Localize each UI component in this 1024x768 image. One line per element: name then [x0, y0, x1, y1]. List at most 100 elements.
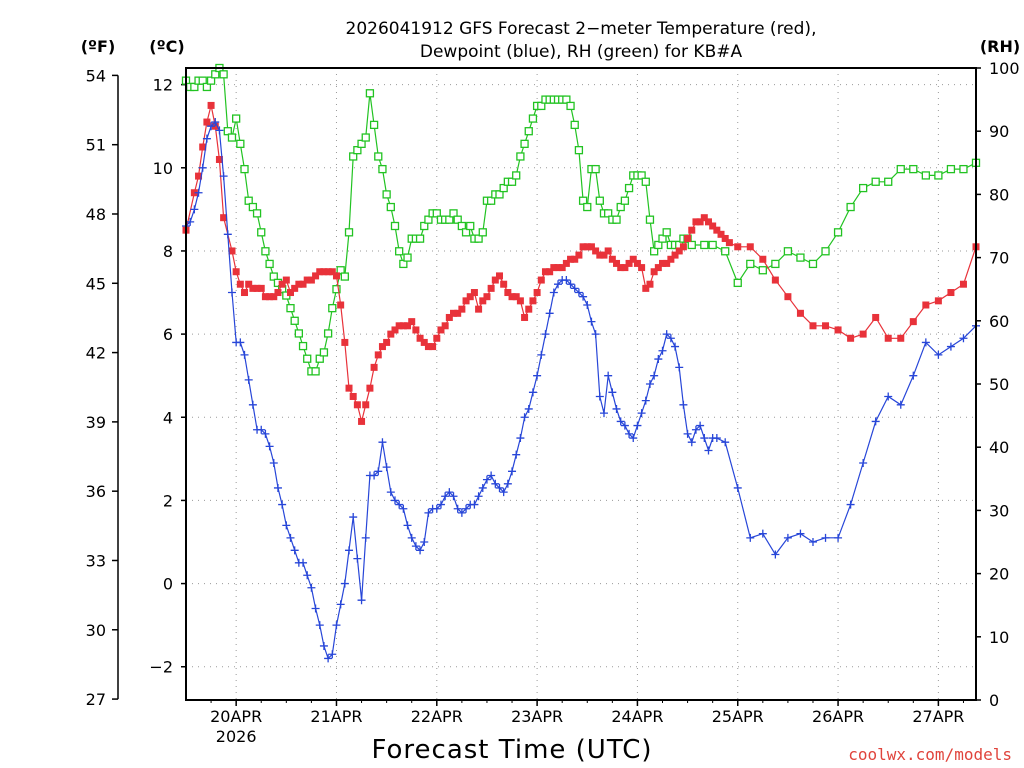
temperature-point	[675, 247, 683, 255]
rh-point	[871, 177, 880, 186]
rh-point	[641, 177, 650, 186]
temperature-point	[847, 334, 855, 342]
temperature-point	[291, 284, 299, 292]
rh-point	[645, 215, 655, 224]
rh-point	[453, 215, 462, 224]
temperature-point	[692, 218, 700, 226]
temperature-point	[558, 264, 566, 272]
rh-point	[311, 367, 320, 376]
celsius-tick-label: 10	[153, 159, 173, 178]
rh-point	[758, 266, 767, 275]
dewpoint-point	[495, 483, 504, 492]
axes: 27 30 33 36 39 42 45 48 51 54 −2 0 2 4 6 8 10 12 0 10 20 30 40…	[86, 59, 1020, 746]
temperature-point	[299, 280, 307, 288]
temperature-point	[483, 293, 491, 301]
rh-point	[202, 82, 212, 92]
celsius-tick-label: 0	[163, 575, 173, 594]
temperature-point	[412, 326, 420, 334]
rh-point	[315, 354, 324, 363]
temperature-point	[709, 222, 717, 230]
dewpoint-point	[683, 429, 692, 438]
dewpoint-point	[340, 579, 349, 588]
temperature-point	[399, 322, 407, 330]
temperature-point	[688, 226, 696, 234]
temperature-point	[638, 264, 646, 272]
rh-point	[658, 234, 667, 243]
dewpoint-point	[608, 388, 617, 397]
temperature-point	[746, 243, 754, 251]
dewpoint-point	[374, 467, 383, 476]
temperature-point	[207, 101, 215, 109]
dewpoint-point	[357, 596, 366, 605]
dewpoint-point	[194, 188, 203, 197]
rh-tick-label: 0	[989, 691, 999, 710]
temperature-point	[909, 318, 917, 326]
temperature-point	[215, 155, 223, 163]
dewpoint-point	[386, 488, 395, 497]
dewpoint-point	[445, 488, 454, 497]
temperature-point	[721, 234, 729, 242]
temperature-point	[320, 268, 328, 276]
rh-point	[537, 101, 546, 111]
temperature-point	[516, 297, 524, 305]
celsius-unit-label: (ºC)	[149, 37, 184, 56]
rh-point	[265, 259, 274, 269]
rh-point	[361, 133, 370, 142]
rh-point	[934, 171, 943, 180]
x-tick-label: 25APR	[712, 707, 764, 726]
temperature-point	[491, 276, 499, 284]
rh-point	[374, 152, 383, 161]
rh-point	[198, 76, 207, 85]
rh-point	[566, 101, 575, 111]
dewpoint-point	[884, 392, 893, 401]
dewpoint-point	[499, 488, 508, 497]
rh-point	[190, 82, 199, 92]
rh-point	[344, 228, 354, 237]
temperature-point	[450, 309, 458, 317]
rh-point	[432, 209, 441, 218]
temperature-point	[734, 243, 742, 251]
temperature-point	[596, 251, 604, 259]
dewpoint-point	[587, 317, 596, 326]
rh-point	[858, 183, 868, 193]
dewpoint-point	[733, 483, 742, 492]
dewpoint-point	[666, 334, 675, 343]
rh-point	[516, 152, 525, 161]
dewpoint-point	[834, 533, 843, 542]
x-tick-label: 21APR	[310, 707, 362, 726]
dewpoint-point	[871, 417, 880, 426]
temperature-point	[633, 259, 641, 267]
temperature-point	[671, 251, 679, 259]
temperature-point	[429, 343, 437, 351]
dewpoint-point	[700, 434, 709, 443]
rh-point	[399, 259, 408, 269]
dewpoint-point	[290, 546, 299, 555]
temperature-series	[182, 101, 980, 425]
temperature-point	[362, 401, 370, 409]
rh-point	[227, 133, 237, 142]
rh-point	[386, 202, 395, 212]
rh-point	[457, 221, 467, 231]
temperature-point	[462, 297, 470, 305]
temperature-point	[341, 338, 349, 346]
dewpoint-point	[712, 434, 721, 443]
rh-line	[185, 66, 977, 372]
dewpoint-point	[236, 338, 245, 347]
rh-point	[286, 304, 295, 313]
temperature-point	[629, 255, 637, 263]
dewpoint-point	[336, 600, 345, 609]
dewpoint-point	[303, 571, 312, 580]
rh-tick-label: 10	[989, 628, 1009, 647]
temperature-point	[479, 297, 487, 305]
dewpoint-point	[441, 492, 450, 501]
celsius-tick-label: 12	[153, 76, 173, 95]
dewpoint-point	[370, 471, 379, 480]
dewpoint-point	[570, 284, 579, 293]
plot-frame	[185, 67, 977, 701]
rh-point	[833, 228, 843, 237]
rh-point	[595, 196, 604, 205]
fahrenheit-tick-label: 42	[86, 344, 106, 363]
rh-point	[808, 259, 818, 269]
dewpoint-point	[696, 421, 705, 430]
temperature-point	[203, 118, 211, 126]
